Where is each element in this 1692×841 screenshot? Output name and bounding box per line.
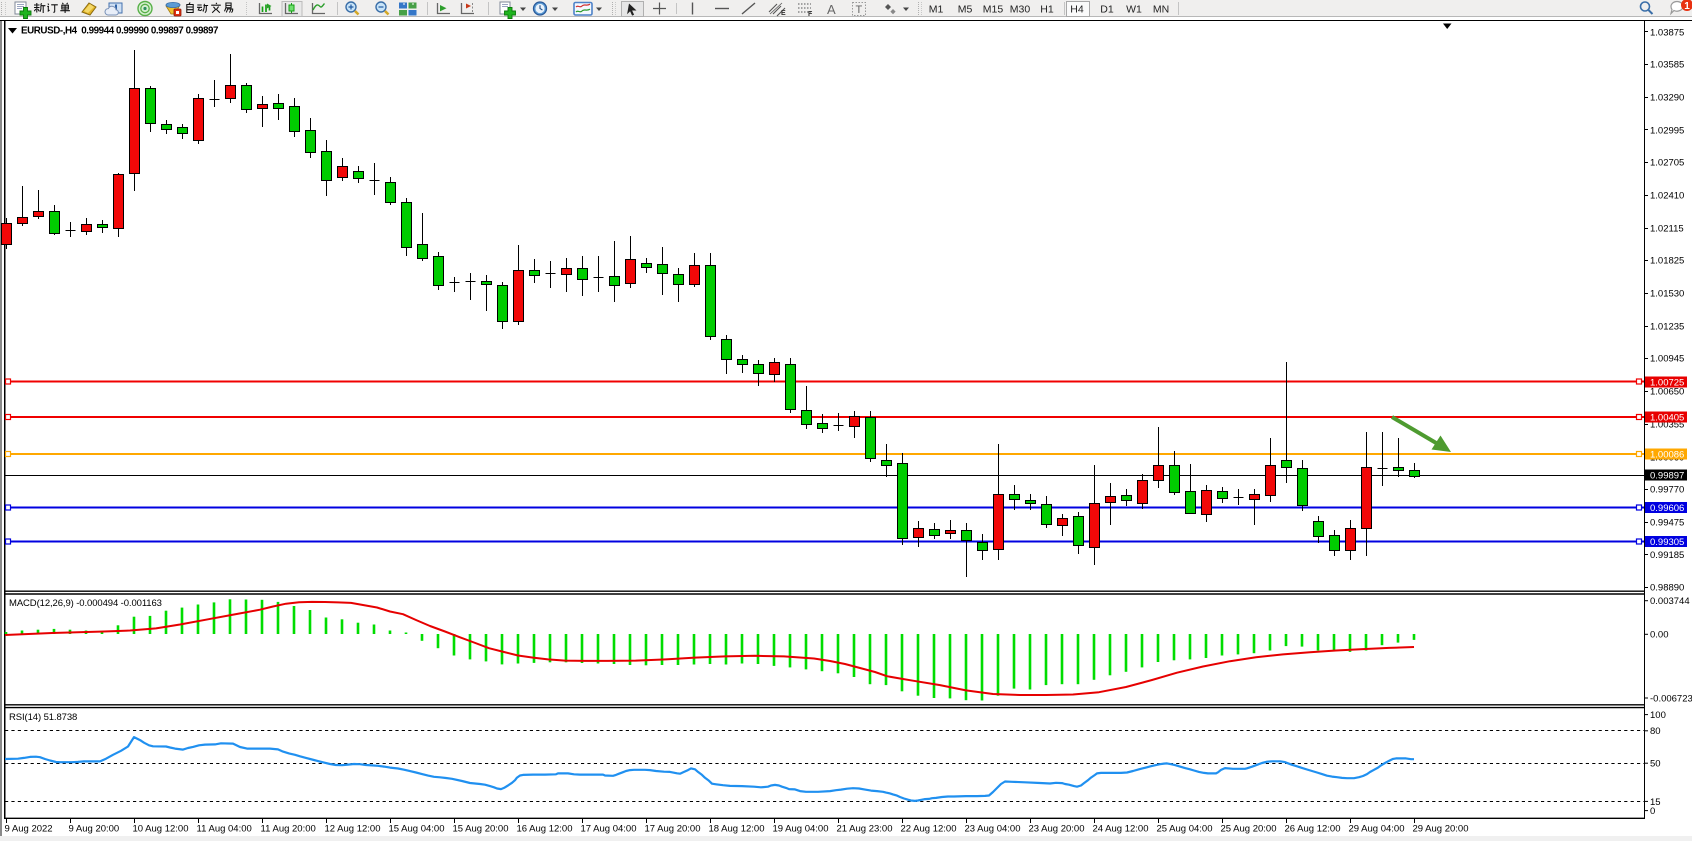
svg-text:21 Aug 23:00: 21 Aug 23:00 [837,824,893,835]
svg-text:11 Aug 20:00: 11 Aug 20:00 [261,824,316,835]
svg-text:12 Aug 12:00: 12 Aug 12:00 [325,824,381,835]
svg-text:T: T [856,4,863,16]
svg-text:M1: M1 [929,4,944,16]
svg-text:1.01235: 1.01235 [1650,321,1684,332]
svg-text:17 Aug 20:00: 17 Aug 20:00 [645,824,701,835]
svg-text:F: F [808,11,813,18]
svg-text:E: E [781,10,786,17]
svg-text:D1: D1 [1100,4,1114,16]
svg-text:25 Aug 04:00: 25 Aug 04:00 [1157,824,1213,835]
svg-text:1.02705: 1.02705 [1650,158,1684,169]
svg-text:18 Aug 12:00: 18 Aug 12:00 [709,824,765,835]
svg-text:1.03875: 1.03875 [1650,27,1684,38]
svg-text:29 Aug 04:00: 29 Aug 04:00 [1349,824,1405,835]
svg-text:17 Aug 04:00: 17 Aug 04:00 [581,824,637,835]
svg-text:0.99606: 0.99606 [1650,503,1684,514]
svg-text:80: 80 [1650,726,1661,737]
svg-text:19 Aug 04:00: 19 Aug 04:00 [773,824,829,835]
svg-text:23 Aug 04:00: 23 Aug 04:00 [965,824,1021,835]
svg-text:9 Aug 2022: 9 Aug 2022 [5,824,53,835]
svg-text:0.99305: 0.99305 [1650,537,1684,548]
svg-text:1.02410: 1.02410 [1650,191,1684,202]
svg-text:0.003744: 0.003744 [1650,596,1690,607]
svg-text:1.02995: 1.02995 [1650,125,1684,136]
svg-text:1.02115: 1.02115 [1650,223,1684,234]
svg-text:1.01530: 1.01530 [1650,289,1684,300]
svg-text:1: 1 [1684,1,1690,12]
svg-text:1.00650: 1.00650 [1650,387,1684,398]
svg-text:9 Aug 20:00: 9 Aug 20:00 [69,824,120,835]
svg-text:0.98890: 0.98890 [1650,583,1684,594]
svg-text:MACD(12,26,9) -0.000494 -0.001: MACD(12,26,9) -0.000494 -0.001163 [9,598,162,609]
svg-text:1.03585: 1.03585 [1650,60,1684,71]
svg-text:1.00945: 1.00945 [1650,354,1684,365]
svg-text:RSI(14) 51.8738: RSI(14) 51.8738 [9,712,77,723]
svg-text:M30: M30 [1010,4,1031,16]
svg-text:MN: MN [1153,4,1169,16]
svg-text:1.00725: 1.00725 [1650,377,1684,388]
svg-text:EURUSD-,H4 0.99944 0.99990 0.: EURUSD-,H4 0.99944 0.99990 0.99897 0.998… [21,26,219,37]
svg-text:22 Aug 12:00: 22 Aug 12:00 [901,824,957,835]
svg-text:1.01825: 1.01825 [1650,256,1684,267]
svg-text:H1: H1 [1040,4,1054,16]
svg-text:1.00086: 1.00086 [1650,449,1684,460]
svg-text:0: 0 [1650,806,1655,817]
svg-text:10 Aug 12:00: 10 Aug 12:00 [133,824,189,835]
svg-text:23 Aug 20:00: 23 Aug 20:00 [1029,824,1085,835]
svg-text:26 Aug 12:00: 26 Aug 12:00 [1285,824,1341,835]
svg-text:A: A [827,2,836,17]
svg-text:M15: M15 [983,4,1004,16]
svg-text:24 Aug 12:00: 24 Aug 12:00 [1093,824,1149,835]
svg-text:1.03290: 1.03290 [1650,93,1684,104]
svg-text:15 Aug 04:00: 15 Aug 04:00 [389,824,445,835]
svg-text:-0.006723: -0.006723 [1650,693,1692,704]
svg-text:0.99897: 0.99897 [1650,470,1684,481]
svg-text:0.99185: 0.99185 [1650,550,1684,561]
svg-text:1.00405: 1.00405 [1650,412,1684,423]
svg-text:29 Aug 20:00: 29 Aug 20:00 [1413,824,1469,835]
svg-text:0.00: 0.00 [1650,630,1669,641]
svg-text:0.99770: 0.99770 [1650,485,1684,496]
svg-text:50: 50 [1650,759,1661,770]
svg-text:11 Aug 04:00: 11 Aug 04:00 [197,824,252,835]
svg-text:100: 100 [1650,710,1666,721]
svg-text:25 Aug 20:00: 25 Aug 20:00 [1221,824,1277,835]
svg-text:0.99475: 0.99475 [1650,518,1684,529]
svg-text:H4: H4 [1070,4,1084,16]
svg-text:15: 15 [1650,797,1661,808]
svg-text:16 Aug 12:00: 16 Aug 12:00 [517,824,573,835]
svg-text:1.00355: 1.00355 [1650,419,1684,430]
svg-text:M5: M5 [958,4,973,16]
svg-text:15 Aug 20:00: 15 Aug 20:00 [453,824,509,835]
svg-text:W1: W1 [1126,4,1142,16]
